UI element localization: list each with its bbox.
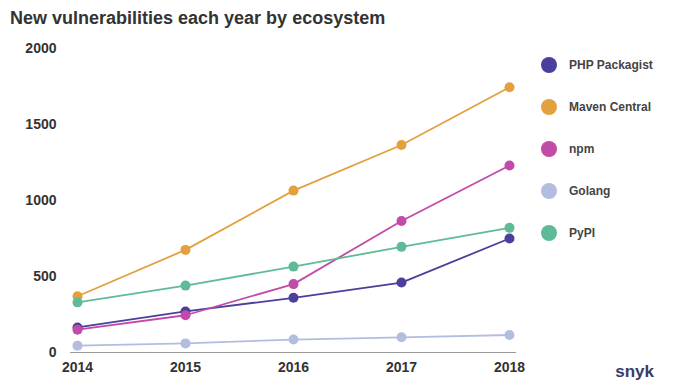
svg-text:500: 500 — [33, 268, 57, 284]
html-text:PHP Packagist: PHP Packagist — [569, 58, 653, 72]
svg-text:1500: 1500 — [25, 116, 56, 132]
html-text:New vulnerabilities each year: New vulnerabilities each year by ecosyst… — [10, 8, 386, 28]
html-text:Golang: Golang — [569, 184, 611, 198]
svg-text:2018: 2018 — [494, 359, 525, 375]
svg-text:2017: 2017 — [386, 359, 417, 375]
svg-text:2014: 2014 — [62, 359, 93, 375]
html-text:snyk: snyk — [615, 362, 654, 381]
svg-text:2000: 2000 — [25, 40, 56, 56]
svg-text:0: 0 — [49, 344, 57, 360]
svg-text:1000: 1000 — [25, 192, 56, 208]
html-text:PyPI: PyPI — [569, 226, 595, 240]
svg-text:2016: 2016 — [278, 359, 309, 375]
svg-text:2015: 2015 — [170, 359, 201, 375]
html-text:Maven Central: Maven Central — [569, 100, 651, 114]
html-text:npm: npm — [569, 142, 595, 156]
